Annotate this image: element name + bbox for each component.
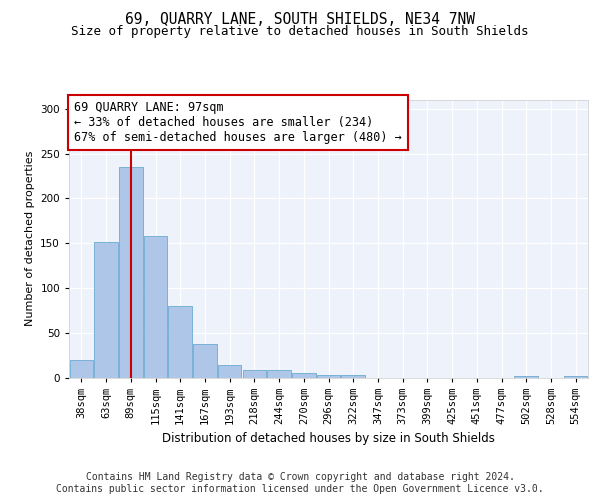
Text: Size of property relative to detached houses in South Shields: Size of property relative to detached ho…: [71, 25, 529, 38]
Y-axis label: Number of detached properties: Number of detached properties: [25, 151, 35, 326]
Bar: [193, 344, 217, 378]
Bar: [341, 375, 365, 378]
Text: Contains HM Land Registry data © Crown copyright and database right 2024.
Contai: Contains HM Land Registry data © Crown c…: [56, 472, 544, 494]
Bar: [514, 376, 538, 378]
Bar: [70, 360, 93, 378]
Bar: [242, 370, 266, 378]
Bar: [292, 373, 316, 378]
Text: 69, QUARRY LANE, SOUTH SHIELDS, NE34 7NW: 69, QUARRY LANE, SOUTH SHIELDS, NE34 7NW: [125, 12, 475, 28]
Bar: [94, 242, 118, 378]
Bar: [144, 236, 167, 378]
Bar: [169, 306, 192, 378]
Bar: [268, 370, 291, 378]
Bar: [317, 375, 340, 378]
Bar: [564, 376, 587, 378]
X-axis label: Distribution of detached houses by size in South Shields: Distribution of detached houses by size …: [162, 432, 495, 446]
Bar: [218, 365, 241, 378]
Bar: [119, 167, 143, 378]
Text: 69 QUARRY LANE: 97sqm
← 33% of detached houses are smaller (234)
67% of semi-det: 69 QUARRY LANE: 97sqm ← 33% of detached …: [74, 102, 402, 144]
